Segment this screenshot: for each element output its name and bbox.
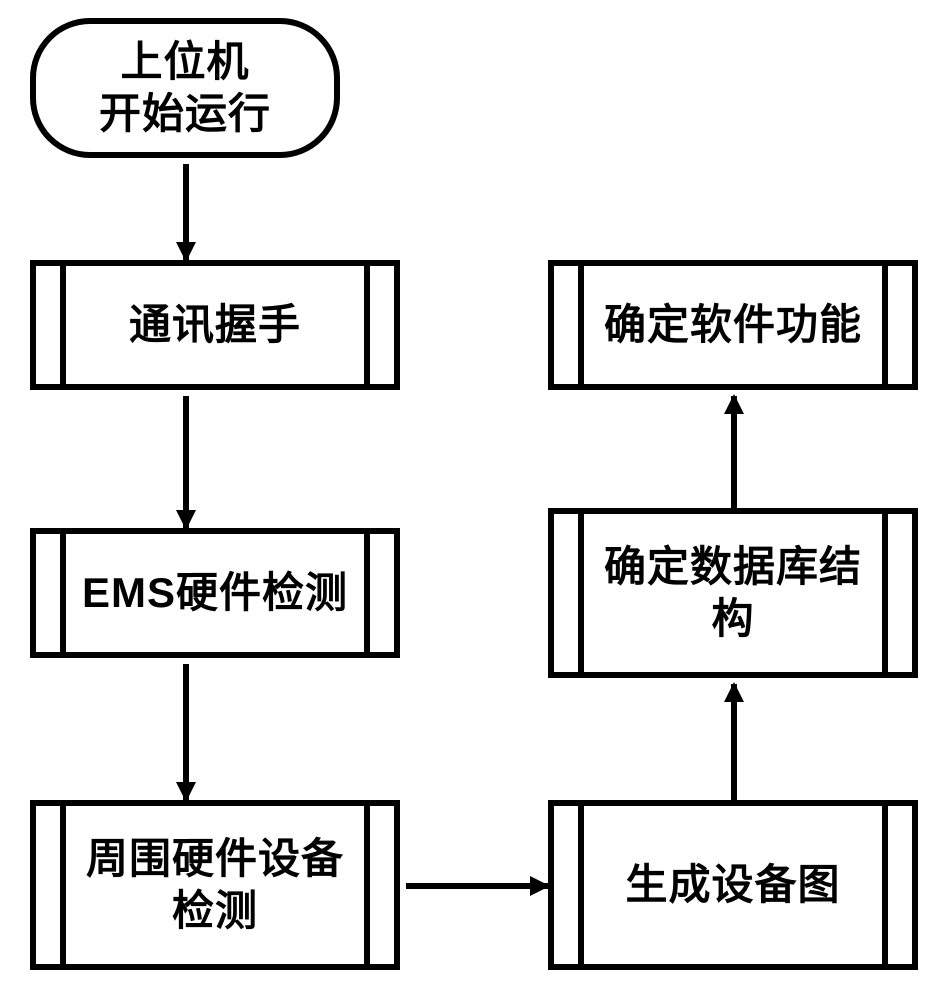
flowchart-canvas: 上位机开始运行 通讯握手 EMS硬件检测 周围硬件设备检测 生成设备图 确定数据… xyxy=(0,0,939,1000)
node-label: 通讯握手 xyxy=(89,299,341,352)
node-label: EMS硬件检测 xyxy=(42,567,388,620)
node-peripheral-hardware-check: 周围硬件设备检测 xyxy=(30,800,400,970)
node-label: 周围硬件设备检测 xyxy=(46,833,384,938)
node-generate-device-diagram: 生成设备图 xyxy=(548,800,918,970)
node-ems-hardware-check: EMS硬件检测 xyxy=(30,528,400,658)
node-determine-software-function: 确定软件功能 xyxy=(548,260,918,390)
node-label: 上位机开始运行 xyxy=(59,36,311,141)
node-start: 上位机开始运行 xyxy=(30,18,340,158)
node-comm-handshake: 通讯握手 xyxy=(30,260,400,390)
node-label: 生成设备图 xyxy=(585,859,880,912)
node-label: 确定数据库结构 xyxy=(564,541,902,646)
node-determine-db-structure: 确定数据库结构 xyxy=(548,508,918,678)
node-label: 确定软件功能 xyxy=(564,299,902,352)
